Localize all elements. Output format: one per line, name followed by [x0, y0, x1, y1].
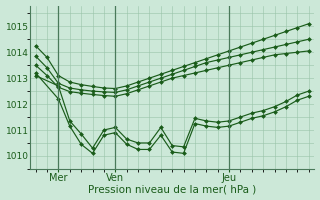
X-axis label: Pression niveau de la mer( hPa ): Pression niveau de la mer( hPa ): [88, 184, 256, 194]
